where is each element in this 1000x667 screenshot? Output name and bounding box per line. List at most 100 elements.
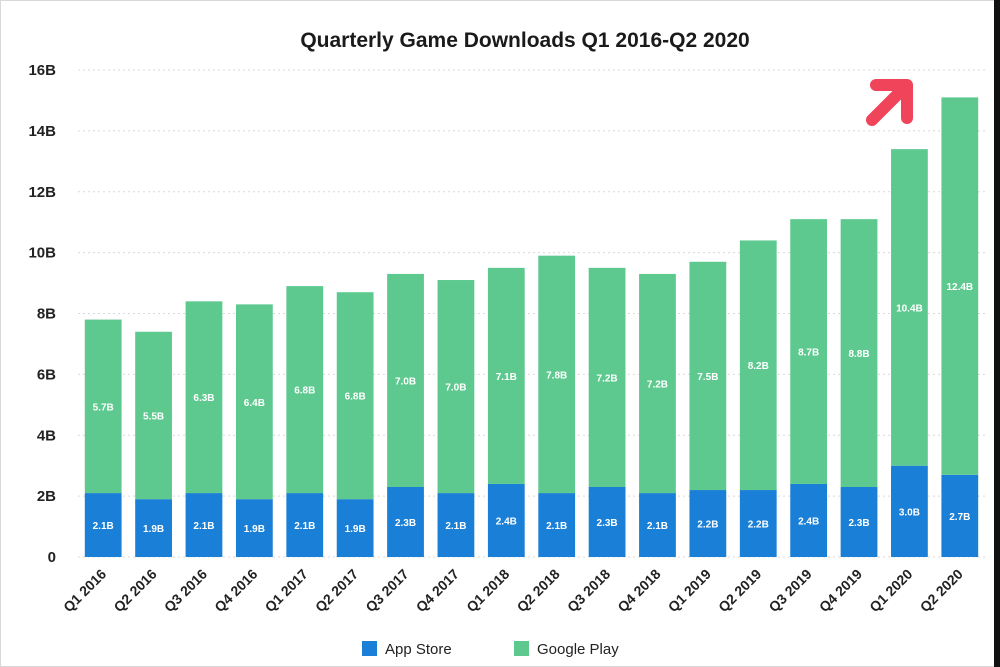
bar-label-google-play: 7.0B xyxy=(395,376,416,387)
bar-app-store xyxy=(487,483,525,557)
legend: App Store Google Play xyxy=(362,641,619,658)
bar-label-google-play: 7.2B xyxy=(597,373,618,384)
bar-label-app-store: 2.2B xyxy=(697,520,718,531)
x-tick-label: Q1 2018 xyxy=(463,566,512,615)
x-tick-label: Q2 2020 xyxy=(917,566,966,615)
legend-swatch-app-store xyxy=(362,641,377,656)
legend-swatch-google-play xyxy=(514,641,529,656)
bar-label-app-store: 2.1B xyxy=(294,521,315,532)
chart-title: Quarterly Game Downloads Q1 2016-Q2 2020 xyxy=(300,29,749,52)
x-tick-label: Q1 2019 xyxy=(665,566,714,615)
y-tick-label: 0 xyxy=(48,549,56,566)
x-tick-label: Q2 2018 xyxy=(514,566,563,615)
bar-google-play xyxy=(639,273,676,494)
bar-app-store xyxy=(639,493,676,557)
bar-label-app-store: 1.9B xyxy=(143,524,164,535)
bar-label-google-play: 6.3B xyxy=(193,393,214,404)
bar-label-app-store: 2.1B xyxy=(546,521,567,532)
bar-app-store xyxy=(185,493,223,557)
bar-label-google-play: 8.2B xyxy=(748,361,769,372)
bar-app-store xyxy=(437,493,475,557)
bar-label-google-play: 6.8B xyxy=(294,386,315,397)
x-tick-label: Q2 2017 xyxy=(312,566,361,615)
bar-label-google-play: 7.8B xyxy=(546,370,567,381)
bar-google-play xyxy=(135,331,172,500)
grid-lines xyxy=(78,69,985,558)
x-tick-label: Q4 2017 xyxy=(413,566,462,615)
bar-label-google-play: 8.7B xyxy=(798,348,819,359)
bar-app-store xyxy=(588,486,626,557)
bar-label-app-store: 2.1B xyxy=(445,521,466,532)
bar-label-app-store: 2.1B xyxy=(193,521,214,532)
bar-app-store xyxy=(538,493,576,557)
legend-label-app-store: App Store xyxy=(385,641,452,658)
bar-app-store xyxy=(135,499,172,557)
bar-google-play xyxy=(891,149,928,466)
bar-app-store xyxy=(790,483,828,557)
x-tick-label: Q3 2018 xyxy=(564,566,613,615)
trend-arrow-icon xyxy=(866,79,913,126)
x-tick-label: Q1 2016 xyxy=(60,566,109,615)
bar-label-google-play: 7.0B xyxy=(445,383,466,394)
y-tick-label: 4B xyxy=(37,427,56,444)
bar-google-play xyxy=(840,219,878,487)
y-tick-label: 12B xyxy=(28,184,56,201)
bar-label-app-store: 2.3B xyxy=(848,518,869,529)
bar-label-app-store: 2.1B xyxy=(647,521,668,532)
bar-app-store xyxy=(336,499,374,557)
bars xyxy=(84,97,979,557)
bar-app-store xyxy=(387,486,424,557)
bar-google-play xyxy=(739,240,777,491)
bar-app-store xyxy=(235,499,273,557)
bar-label-app-store: 2.4B xyxy=(496,516,517,527)
x-axis-ticks: Q1 2016 Q2 2016 Q3 2016 Q4 2016 Q1 2017 Q2 20… xyxy=(60,566,966,615)
x-tick-label: Q1 2020 xyxy=(866,566,915,615)
x-tick-label: Q4 2016 xyxy=(211,566,260,615)
x-tick-label: Q3 2019 xyxy=(765,566,814,615)
bar-google-play xyxy=(437,280,475,494)
bar-google-play xyxy=(286,286,324,494)
bar-label-app-store: 2.2B xyxy=(748,520,769,531)
x-tick-label: Q4 2019 xyxy=(816,566,865,615)
bar-google-play xyxy=(941,97,979,475)
bar-label-google-play: 7.5B xyxy=(697,372,718,383)
bar-google-play xyxy=(588,267,626,487)
x-tick-label: Q2 2019 xyxy=(715,566,764,615)
bar-google-play xyxy=(538,255,576,494)
bar-label-google-play: 5.7B xyxy=(93,402,114,413)
x-tick-label: Q1 2017 xyxy=(262,566,311,615)
x-tick-label: Q3 2017 xyxy=(362,566,411,615)
bar-google-play xyxy=(336,292,374,500)
bar-google-play xyxy=(487,267,525,484)
bar-google-play xyxy=(689,261,727,491)
x-tick-label: Q2 2016 xyxy=(110,566,159,615)
bar-app-store xyxy=(941,474,979,557)
bar-app-store xyxy=(286,493,324,557)
bar-app-store xyxy=(689,490,727,557)
bar-app-store xyxy=(84,493,122,557)
bar-label-google-play: 10.4B xyxy=(896,303,923,314)
bar-google-play xyxy=(84,319,122,494)
bar-label-google-play: 8.8B xyxy=(848,349,869,360)
bar-label-app-store: 1.9B xyxy=(244,524,265,535)
y-axis-ticks: 0 2B 4B 6B 8B 10B 12B 14B 16B xyxy=(28,62,56,566)
legend-label-google-play: Google Play xyxy=(537,641,619,658)
bar-label-google-play: 7.2B xyxy=(647,380,668,391)
bar-app-store xyxy=(891,465,928,557)
y-tick-label: 6B xyxy=(37,366,56,383)
bar-label-app-store: 2.4B xyxy=(798,516,819,527)
bar-google-play xyxy=(235,304,273,500)
bar-labels: 2.1B 5.7B 1.9B 5.5B 2.1B 6.3B 1.9B 6.4B 2.1B 6.8B… xyxy=(93,282,974,535)
bar-google-play xyxy=(387,273,424,487)
y-tick-label: 10B xyxy=(28,245,56,262)
y-tick-label: 8B xyxy=(37,306,56,323)
bar-label-app-store: 2.1B xyxy=(93,521,114,532)
bar-app-store xyxy=(840,486,878,557)
x-tick-label: Q3 2016 xyxy=(161,566,210,615)
bar-label-google-play: 6.4B xyxy=(244,398,265,409)
bar-label-app-store: 2.3B xyxy=(395,518,416,529)
bar-label-app-store: 1.9B xyxy=(345,524,366,535)
bar-google-play xyxy=(790,219,828,484)
y-tick-label: 14B xyxy=(28,123,56,140)
